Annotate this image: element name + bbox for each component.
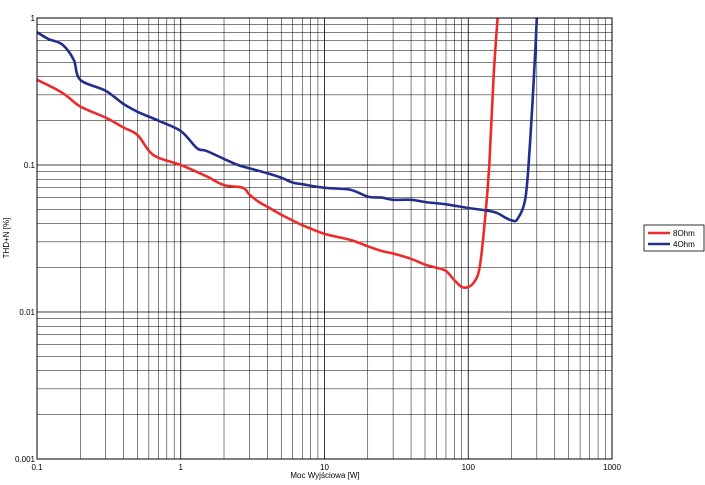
x-tick-label: 10: [320, 463, 329, 472]
x-tick-label: 0.1: [31, 463, 43, 472]
y-tick-labels: 0.001 0.01 0.1 1: [15, 14, 36, 464]
y-axis-label: THD+N [%]: [2, 218, 11, 259]
y-tick-label: 0.1: [24, 161, 36, 170]
plot-frame: [36, 17, 613, 460]
legend-label-4ohm: 4Ohm: [673, 240, 695, 249]
y-tick-label: 0.001: [15, 455, 36, 464]
legend-box: [643, 224, 705, 252]
y-tick-label: 0.01: [19, 308, 35, 317]
legend-label-8ohm: 8Ohm: [673, 229, 695, 238]
grid: [37, 18, 612, 459]
y-tick-label: 1: [31, 14, 36, 23]
series-lines: [36, 17, 539, 290]
x-axis-label: Moc Wyjściowa [W]: [290, 471, 359, 480]
series-line-8ohm: [36, 17, 499, 290]
series-line-4ohm: [36, 17, 539, 223]
x-tick-labels: 0.1 1 10 100 1000: [31, 463, 621, 472]
legend: 8Ohm 4Ohm: [643, 224, 705, 252]
x-tick-label: 1: [179, 463, 184, 472]
x-tick-label: 100: [462, 463, 476, 472]
x-tick-label: 1000: [603, 463, 621, 472]
